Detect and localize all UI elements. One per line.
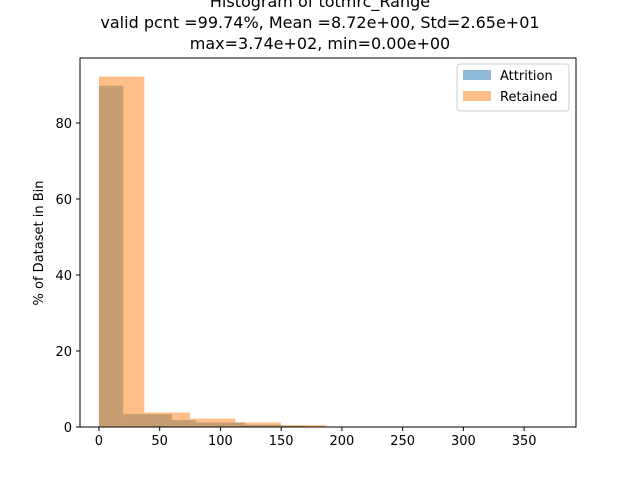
legend-label-attrition: Attrition <box>500 69 553 84</box>
y-axis: 0 20 40 60 80 <box>55 117 80 436</box>
y-tick-label: 60 <box>55 193 72 208</box>
x-tick-label: 250 <box>390 434 415 449</box>
legend-swatch-retained <box>463 91 491 101</box>
chart-subtitle-line-2: max=3.74e+02, min=0.00e+00 <box>189 34 451 53</box>
x-tick-label: 300 <box>451 434 476 449</box>
x-tick-label: 150 <box>269 434 294 449</box>
bar-retained-2 <box>189 418 236 427</box>
y-tick-label: 20 <box>55 345 72 360</box>
bar-retained-4 <box>280 425 327 427</box>
legend-label-retained: Retained <box>500 90 558 105</box>
x-axis: 0 50 100 150 200 250 300 350 <box>95 427 537 449</box>
y-tick-label: 80 <box>55 117 72 132</box>
legend: Attrition Retained <box>456 63 570 112</box>
bar-retained-1 <box>144 412 190 427</box>
chart-title: Histogram of totmrc_Range <box>209 0 431 11</box>
chart-subtitle-line-1: valid pcnt =99.74%, Mean =8.72e+00, Std=… <box>100 13 540 32</box>
x-tick-label: 50 <box>151 434 168 449</box>
x-tick-label: 200 <box>329 434 354 449</box>
y-tick-label: 40 <box>55 269 72 284</box>
legend-swatch-attrition <box>463 70 491 80</box>
x-tick-label: 0 <box>95 434 103 449</box>
x-tick-label: 100 <box>208 434 233 449</box>
y-tick-label: 0 <box>64 421 72 436</box>
plot-frame <box>79 57 577 428</box>
bar-retained-3 <box>235 422 281 427</box>
x-tick-label: 350 <box>512 434 537 449</box>
bar-retained-0 <box>98 76 145 428</box>
bars-layer <box>98 76 372 428</box>
y-axis-label: % of Dataset in Bin <box>32 181 47 306</box>
